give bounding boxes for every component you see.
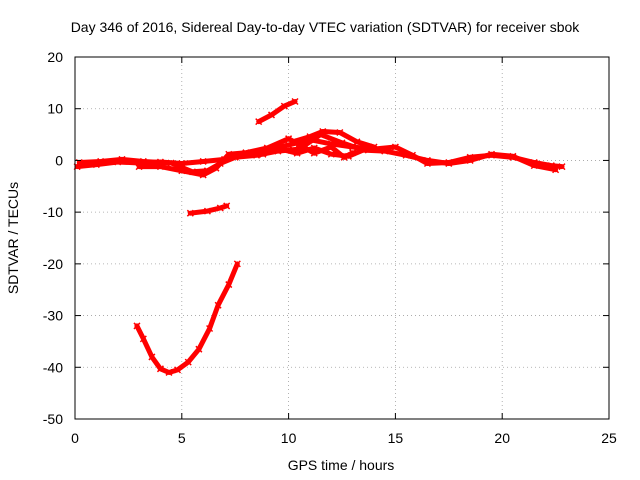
data-point-marker bbox=[178, 167, 186, 175]
data-point-marker bbox=[225, 281, 233, 289]
data-point-marker bbox=[167, 159, 175, 167]
data-point-marker bbox=[212, 164, 220, 172]
data-point-marker bbox=[259, 150, 267, 158]
data-point-marker bbox=[291, 97, 299, 106]
y-tick-label: 0 bbox=[55, 152, 63, 168]
axis-ticks bbox=[74, 56, 610, 420]
y-tick-label: -20 bbox=[43, 256, 63, 272]
y-axis-label: SDTVAR / TECUs bbox=[5, 182, 21, 294]
data-point-marker bbox=[206, 324, 214, 333]
data-series bbox=[73, 97, 566, 376]
data-point-marker bbox=[184, 358, 192, 366]
x-tick-label: 10 bbox=[281, 430, 297, 446]
data-point-marker bbox=[255, 118, 263, 126]
x-tick-label: 20 bbox=[494, 430, 510, 446]
data-point-marker bbox=[139, 335, 147, 343]
data-point-marker bbox=[445, 160, 453, 168]
data-point-marker bbox=[423, 156, 431, 164]
data-point-marker bbox=[310, 144, 318, 152]
data-point-marker bbox=[344, 152, 352, 160]
data-point-marker bbox=[233, 260, 241, 268]
data-point-marker bbox=[199, 157, 207, 165]
data-point-marker bbox=[338, 139, 346, 147]
data-point-marker bbox=[216, 204, 224, 212]
series-line bbox=[256, 99, 298, 125]
data-point-marker bbox=[530, 162, 538, 170]
data-point-marker bbox=[276, 145, 284, 153]
x-tick-label: 15 bbox=[388, 430, 404, 446]
x-tick-label: 5 bbox=[178, 430, 186, 446]
y-axis-tick-labels: 20 10 0 -10 -20 -30 -40 -50 bbox=[43, 49, 63, 427]
x-tick-label: 25 bbox=[601, 430, 617, 446]
y-tick-label: 20 bbox=[47, 49, 63, 65]
data-point-marker bbox=[381, 147, 389, 155]
data-point-marker bbox=[327, 150, 335, 158]
data-point-marker bbox=[280, 102, 288, 110]
data-point-marker bbox=[285, 135, 293, 143]
y-tick-label: -40 bbox=[43, 359, 63, 375]
data-point-marker bbox=[242, 149, 250, 157]
data-point-marker bbox=[203, 207, 211, 215]
data-point-marker bbox=[156, 365, 164, 373]
data-point-marker bbox=[165, 368, 173, 376]
y-tick-label: -50 bbox=[43, 411, 63, 427]
data-point-marker bbox=[223, 202, 231, 210]
x-axis-tick-labels: 0 5 10 15 20 25 bbox=[71, 430, 617, 446]
chart-title: Day 346 of 2016, Sidereal Day-to-day VTE… bbox=[71, 19, 581, 35]
data-point-marker bbox=[353, 138, 361, 146]
data-point-marker bbox=[293, 149, 301, 157]
data-point-marker bbox=[118, 155, 126, 163]
data-point-marker bbox=[327, 143, 335, 151]
grid-lines bbox=[75, 57, 609, 419]
data-point-marker bbox=[135, 163, 143, 171]
data-point-marker bbox=[391, 143, 399, 151]
y-tick-label: 10 bbox=[47, 101, 63, 117]
data-point-marker bbox=[156, 163, 164, 171]
y-tick-label: -30 bbox=[43, 308, 63, 324]
y-tick-label: -10 bbox=[43, 204, 63, 220]
data-point-marker bbox=[466, 156, 474, 164]
data-point-marker bbox=[402, 151, 410, 159]
data-point-marker bbox=[225, 150, 233, 158]
data-point-marker bbox=[289, 138, 297, 146]
plot-frame bbox=[74, 56, 610, 420]
data-point-marker bbox=[195, 345, 203, 353]
data-point-marker bbox=[285, 141, 293, 149]
data-point-marker bbox=[558, 163, 566, 171]
data-point-marker bbox=[133, 322, 141, 330]
x-tick-label: 0 bbox=[71, 430, 79, 446]
data-point-marker bbox=[370, 143, 378, 151]
data-point-marker bbox=[173, 366, 182, 374]
data-point-marker bbox=[186, 209, 194, 217]
data-point-marker bbox=[487, 150, 496, 158]
series-line bbox=[290, 129, 377, 150]
data-point-marker bbox=[336, 128, 344, 137]
x-axis-label: GPS time / hours bbox=[288, 457, 395, 473]
data-point-marker bbox=[97, 157, 105, 165]
data-point-marker bbox=[319, 127, 327, 135]
series-line bbox=[134, 261, 240, 375]
data-point-marker bbox=[214, 301, 222, 309]
data-point-marker bbox=[148, 353, 156, 361]
series-line bbox=[187, 203, 230, 216]
data-point-marker bbox=[297, 142, 305, 150]
series-line bbox=[76, 132, 559, 175]
data-point-marker bbox=[552, 166, 560, 174]
data-point-marker bbox=[509, 152, 517, 160]
data-point-marker bbox=[361, 145, 370, 153]
data-point-marker bbox=[267, 111, 276, 119]
data-point-marker bbox=[199, 171, 207, 179]
series-line bbox=[136, 136, 356, 178]
data-point-marker bbox=[306, 133, 314, 141]
